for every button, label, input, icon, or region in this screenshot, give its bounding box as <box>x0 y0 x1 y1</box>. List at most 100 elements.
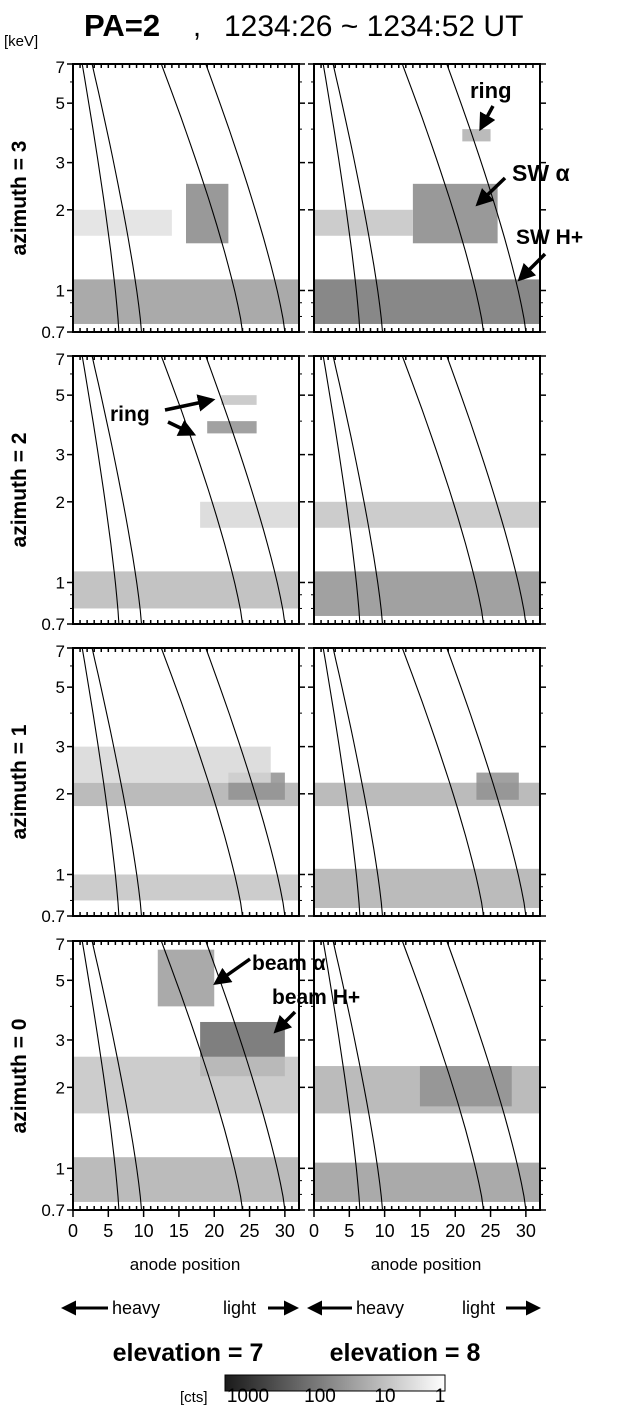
heatmap-cell <box>73 1157 299 1202</box>
mass-charge-curve <box>205 940 286 1211</box>
mass-charge-curve <box>332 940 384 1211</box>
mass-charge-curve <box>401 647 485 917</box>
heatmap-cell <box>314 868 540 908</box>
arrow-icon <box>475 176 507 207</box>
row-label-azimuth-0: azimuth = 0 <box>8 1019 31 1134</box>
y-axes: 7 5 3 2 1 0.7 7 5 3 2 1 0.7 7 5 3 2 1 0.7 7 5 3 2 1 0.7 <box>41 58 65 1220</box>
x-tick-label: 15 <box>169 1221 189 1241</box>
arrow-icon <box>164 394 216 412</box>
y-tick-label: 0.7 <box>41 907 65 926</box>
colorbar-tick-1: 1 <box>435 1386 446 1405</box>
heatmap-cell <box>476 772 519 800</box>
mass-charge-curve <box>332 355 384 625</box>
heatmap-cell <box>207 421 257 434</box>
heatmap-cell <box>412 183 498 244</box>
x-tick-label: 5 <box>344 1221 354 1241</box>
mass-charge-curve <box>160 647 244 917</box>
y-tick-label: 3 <box>56 154 65 173</box>
y-tick-label: 7 <box>56 350 65 369</box>
y-tick-label: 0.7 <box>41 615 65 634</box>
heatmap-cell <box>73 571 299 609</box>
mass-charge-curve <box>91 63 143 333</box>
mass-charge-curve <box>205 63 286 333</box>
heatmap-cell <box>157 949 215 1007</box>
heavy-label-right: heavy <box>356 1298 404 1318</box>
y-tick-label: 7 <box>56 935 65 954</box>
column-label-elevation-8: elevation = 8 <box>330 1339 481 1367</box>
row-label-azimuth-3: azimuth = 3 <box>8 141 31 256</box>
light-label-left: light <box>223 1298 256 1318</box>
x-tick-label: 30 <box>516 1221 536 1241</box>
y-tick-label: 3 <box>56 738 65 757</box>
arrow-icon <box>167 420 197 436</box>
mass-charge-curve <box>205 647 286 917</box>
x-tick-label: 20 <box>204 1221 224 1241</box>
y-tick-label: 7 <box>56 58 65 77</box>
heavy-label-left: heavy <box>112 1298 160 1318</box>
y-tick-label: 1 <box>56 1159 65 1178</box>
heatmap-cell <box>73 209 172 236</box>
y-tick-label: 3 <box>56 446 65 465</box>
arrow-icon <box>213 957 252 986</box>
y-unit-label: [keV] <box>4 33 38 50</box>
heatmap-cell <box>314 571 540 616</box>
mass-charge-curve <box>401 63 485 333</box>
y-tick-label: 0.7 <box>41 1201 65 1220</box>
x-tick-label: 20 <box>445 1221 465 1241</box>
mass-charge-curve <box>332 647 384 917</box>
x-axes: 0 5 10 15 20 25 30 0 5 10 15 20 25 30 <box>68 1210 536 1241</box>
heatmap-panel-az1-el8 <box>308 647 546 917</box>
mass-charge-curve <box>446 647 527 917</box>
x-tick-label: 0 <box>309 1221 319 1241</box>
heatmap-cell <box>419 1066 512 1107</box>
x-tick-label: 10 <box>134 1221 154 1241</box>
annotation-ring-label: ring <box>470 78 512 103</box>
mass-charge-curve <box>322 940 361 1211</box>
x-tick-label: 30 <box>275 1221 295 1241</box>
mass-charge-curve <box>322 63 361 333</box>
direction-row-right: heavy light <box>307 1298 541 1318</box>
heatmap-panel-az0-el7 <box>67 940 305 1211</box>
direction-row-left: heavy light <box>61 1298 299 1318</box>
x-tick-label: 10 <box>375 1221 395 1241</box>
annotation-ring-az2: ring <box>110 394 216 436</box>
mass-charge-curve <box>160 940 244 1211</box>
y-tick-label: 2 <box>56 493 65 512</box>
heatmap-panel-az3-el8 <box>308 63 546 333</box>
y-tick-label: 7 <box>56 642 65 661</box>
y-tick-label: 0.7 <box>41 323 65 342</box>
y-tick-label: 2 <box>56 785 65 804</box>
annotation-sw-h: SW H+ <box>516 226 583 282</box>
annotation-sw-h-label: SW H+ <box>516 226 583 249</box>
heatmap-panel-az3-el7 <box>67 63 305 333</box>
heatmap-cell <box>73 746 271 783</box>
annotation-ring2-label: ring <box>110 403 150 426</box>
mass-charge-curve <box>81 355 120 625</box>
heatmap-panels <box>67 63 546 1211</box>
heatmap-cell <box>314 1162 540 1202</box>
y-tick-label: 5 <box>56 94 65 113</box>
y-tick-label: 1 <box>56 281 65 300</box>
x-tick-label: 15 <box>410 1221 430 1241</box>
mass-charge-curve <box>81 63 120 333</box>
mass-charge-curve <box>446 940 527 1211</box>
colorbar-tick-100: 100 <box>304 1386 336 1405</box>
annotation-beam-h: beam H+ <box>272 986 360 1034</box>
mass-charge-curve <box>160 63 244 333</box>
light-label-right: light <box>462 1298 495 1318</box>
x-tick-label: 0 <box>68 1221 78 1241</box>
plot-title-pa: PA=2 <box>84 8 160 43</box>
x-tick-label: 25 <box>240 1221 260 1241</box>
heatmap-cell <box>73 279 299 324</box>
x-axis-label-left: anode position <box>130 1255 241 1274</box>
row-label-azimuth-1: azimuth = 1 <box>8 724 31 839</box>
mass-charge-curve <box>401 940 485 1211</box>
heatmap-panel-az1-el7 <box>67 647 305 917</box>
y-tick-label: 1 <box>56 573 65 592</box>
mass-charge-curve <box>91 355 143 625</box>
colorbar <box>224 1374 446 1392</box>
annotation-sw-alpha-label: SW α <box>512 160 570 186</box>
heatmap-cell <box>73 1056 299 1114</box>
y-tick-label: 1 <box>56 865 65 884</box>
